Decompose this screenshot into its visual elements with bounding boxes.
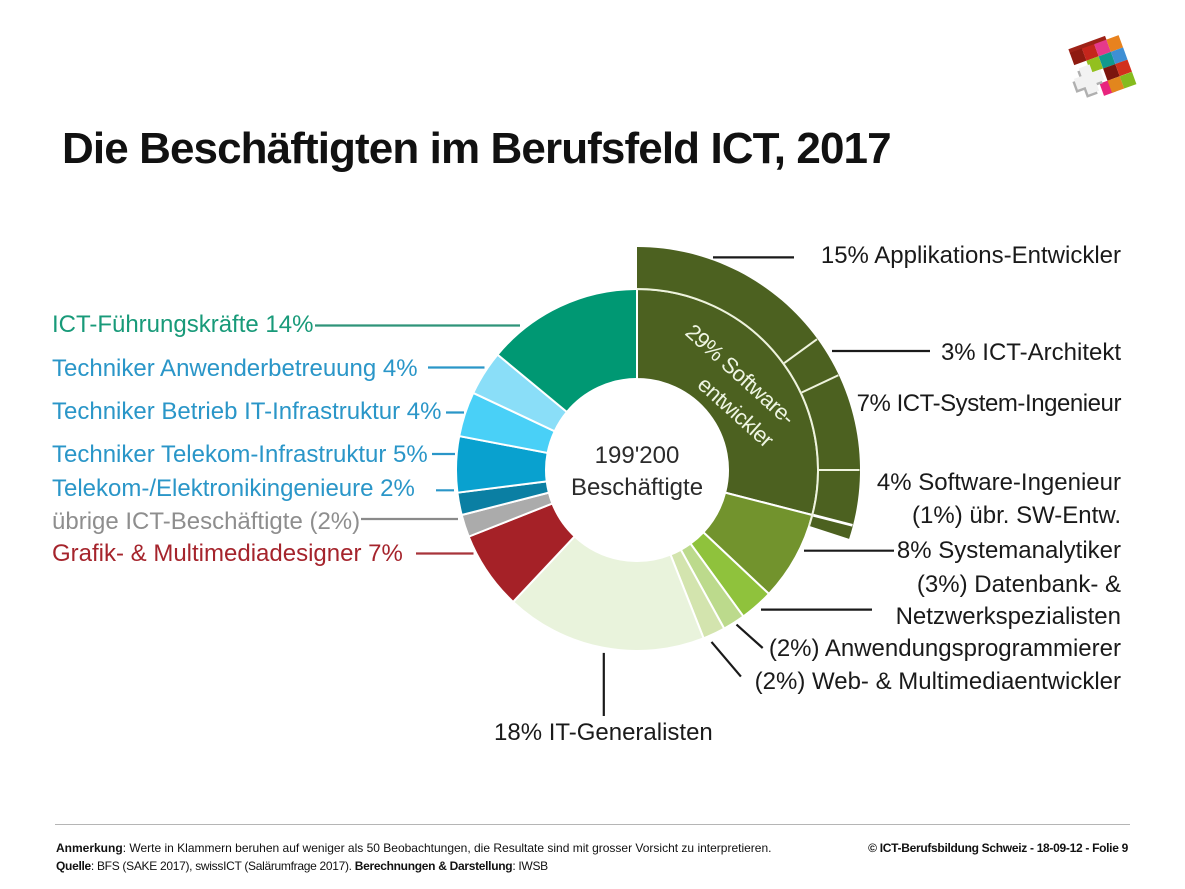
svg-text:Beschäftigte: Beschäftigte — [571, 474, 703, 501]
svg-text:199'200: 199'200 — [595, 442, 680, 469]
